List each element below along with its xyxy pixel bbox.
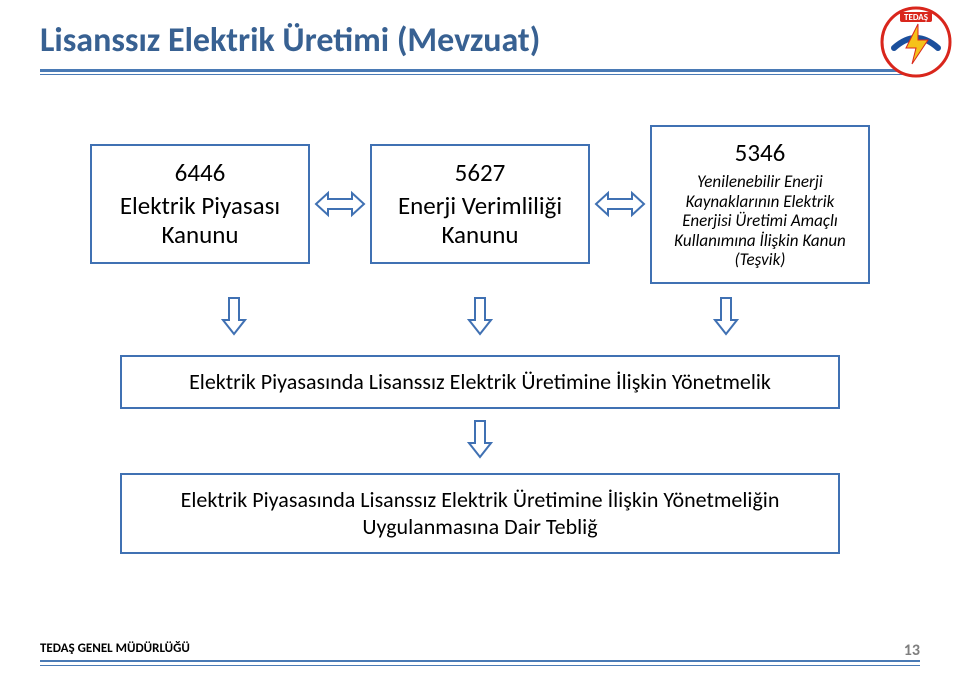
title-underline bbox=[40, 69, 920, 72]
law-box-5346: 5346 Yenilenebilir Enerji Kaynaklarının … bbox=[650, 125, 870, 284]
page-title: Lisanssız Elektrik Üretimi (Mevzuat) bbox=[40, 20, 920, 61]
regulation-box-1: Elektrik Piyasasında Lisanssız Elektrik … bbox=[120, 355, 840, 409]
bidir-arrow-icon bbox=[310, 189, 370, 219]
law-name: Enerji Verimliliği Kanunu bbox=[380, 192, 580, 250]
down-arrow-single bbox=[40, 419, 920, 459]
down-arrow-icon bbox=[467, 296, 493, 341]
law-tesvik: (Teşvik) bbox=[735, 249, 786, 270]
footer-text: TEDAŞ GENEL MÜDÜRLÜĞÜ bbox=[40, 641, 190, 656]
law-number: 5346 bbox=[660, 137, 860, 168]
tedas-logo: TEDAŞ bbox=[880, 6, 952, 78]
down-arrow-icon bbox=[713, 296, 739, 341]
law-number: 5627 bbox=[380, 157, 580, 188]
page-number: 13 bbox=[904, 641, 920, 660]
footer-line-thin bbox=[40, 665, 920, 666]
regulation-box-2: Elektrik Piyasasında Lisanssız Elektrik … bbox=[120, 473, 840, 554]
svg-text:TEDAŞ: TEDAŞ bbox=[904, 12, 928, 23]
footer-line bbox=[40, 660, 920, 662]
law-boxes-row: 6446 Elektrik Piyasası Kanunu 5627 Enerj… bbox=[40, 125, 920, 284]
law-box-5627: 5627 Enerji Verimliliği Kanunu bbox=[370, 144, 590, 264]
law-box-6446: 6446 Elektrik Piyasası Kanunu bbox=[90, 144, 310, 264]
down-arrow-icon bbox=[221, 296, 247, 341]
bidir-arrow-icon bbox=[590, 189, 650, 219]
law-name: Yenilenebilir Enerji Kaynaklarının Elekt… bbox=[660, 172, 860, 270]
law-name: Elektrik Piyasası Kanunu bbox=[100, 192, 300, 250]
down-arrows-row bbox=[40, 296, 920, 341]
law-number: 6446 bbox=[100, 157, 300, 188]
down-arrow-icon bbox=[467, 419, 493, 459]
title-underline-thin bbox=[40, 74, 920, 75]
